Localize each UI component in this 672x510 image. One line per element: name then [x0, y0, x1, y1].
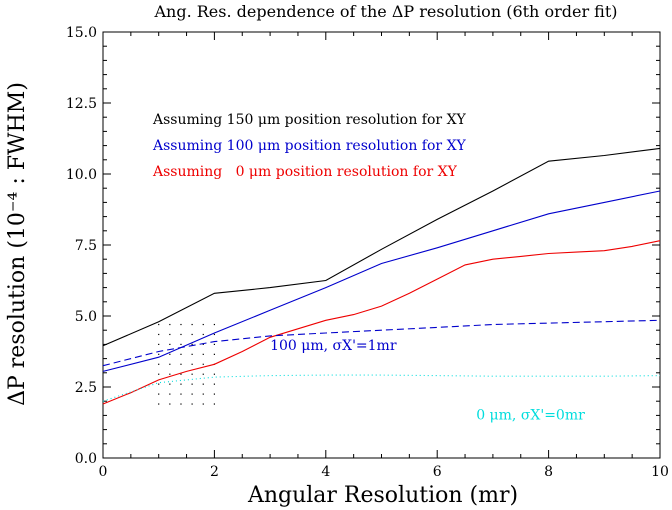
- y-tick-label: 15.0: [66, 25, 97, 41]
- y-axis-title: ΔP resolution (10⁻⁴ : FWHM): [5, 82, 30, 406]
- grid-dot: [180, 373, 182, 375]
- grid-dot: [180, 383, 182, 385]
- x-tick-label: 8: [544, 464, 553, 480]
- grid-dot: [191, 403, 193, 405]
- grid-dot: [202, 373, 204, 375]
- grid-dot: [169, 353, 171, 355]
- grid-dot: [180, 363, 182, 365]
- series-line: [102, 190, 661, 372]
- grid-dot: [158, 393, 160, 395]
- grid-dot: [158, 323, 160, 326]
- x-tick-label: 10: [651, 464, 669, 480]
- series-lines: [102, 147, 661, 405]
- grid-dot: [158, 353, 160, 355]
- grid-dot: [169, 393, 171, 395]
- grid-dot: [202, 363, 204, 365]
- grid-dot: [180, 393, 182, 395]
- x-tick-label: 4: [321, 464, 330, 480]
- x-tick-label: 6: [433, 464, 442, 480]
- plot-area: [102, 31, 661, 459]
- grid-dot: [180, 403, 182, 405]
- grid-dot: [169, 343, 171, 345]
- grid-dot: [202, 323, 204, 326]
- grid-dot: [158, 333, 160, 336]
- axis-ticks: 0 2 4 6 8 10 0.0 2.5 5.0 7.5 10.0 12.5 15.0: [66, 25, 669, 480]
- grid-dot: [213, 353, 215, 355]
- series-line: [102, 374, 661, 402]
- grid-dot: [169, 333, 171, 336]
- grid-dot: [169, 383, 171, 385]
- grid-dot: [213, 403, 215, 405]
- series-line: [102, 147, 661, 347]
- grid-dot: [180, 353, 182, 355]
- grid-dot: [191, 383, 193, 385]
- grid-dot: [180, 323, 182, 326]
- series-line: [102, 319, 661, 367]
- x-tick-label: 0: [99, 464, 108, 480]
- grid-dot: [191, 363, 193, 365]
- dot-grid: [158, 323, 215, 405]
- grid-dot: [169, 363, 171, 365]
- x-tick-label: 2: [210, 464, 219, 480]
- grid-dot: [169, 373, 171, 375]
- grid-dot: [202, 393, 204, 395]
- y-tick-label: 5.0: [75, 309, 97, 325]
- legend-entry: Assuming 150 μm position resolution for …: [152, 112, 467, 128]
- y-tick-label: 7.5: [75, 238, 97, 254]
- grid-dot: [202, 353, 204, 355]
- annotations: 100 μm, σX'=1mr 0 μm, σX'=0mr: [270, 338, 585, 424]
- series-annotation: 0 μm, σX'=0mr: [476, 408, 585, 424]
- grid-dot: [191, 393, 193, 395]
- x-axis-title: Angular Resolution (mr): [247, 483, 518, 508]
- chart-title: Ang. Res. dependence of the ΔP resolutio…: [153, 2, 617, 21]
- grid-dot: [191, 323, 193, 326]
- grid-dot: [191, 373, 193, 375]
- y-tick-label: 10.0: [66, 167, 97, 183]
- grid-dot: [213, 393, 215, 395]
- grid-dot: [213, 323, 215, 326]
- grid-dot: [202, 383, 204, 385]
- grid-dot: [169, 323, 171, 326]
- grid-dot: [180, 333, 182, 336]
- legend-entry: Assuming 0 μm position resolution for XY: [152, 164, 458, 180]
- y-tick-label: 2.5: [75, 380, 97, 396]
- grid-dot: [213, 383, 215, 385]
- y-tick-label: 0.0: [75, 451, 97, 467]
- grid-dot: [213, 333, 215, 336]
- grid-dot: [191, 333, 193, 336]
- grid-dot: [202, 343, 204, 345]
- grid-dot: [191, 353, 193, 355]
- grid-dot: [213, 343, 215, 345]
- grid-dot: [158, 343, 160, 345]
- legend-entry: Assuming 100 μm position resolution for …: [152, 138, 467, 154]
- series-annotation: 100 μm, σX'=1mr: [270, 338, 397, 354]
- grid-dot: [202, 333, 204, 336]
- legend: Assuming 150 μm position resolution for …: [152, 112, 467, 180]
- grid-dot: [191, 343, 193, 345]
- grid-dot: [213, 373, 215, 375]
- grid-dot: [158, 383, 160, 385]
- y-tick-label: 12.5: [66, 96, 97, 112]
- grid-dot: [169, 403, 171, 405]
- grid-dot: [180, 343, 182, 345]
- grid-dot: [158, 403, 160, 405]
- plot-frame: [102, 31, 661, 459]
- grid-dot: [158, 373, 160, 375]
- grid-dot: [158, 363, 160, 365]
- series-line: [102, 240, 661, 405]
- grid-dot: [202, 403, 204, 405]
